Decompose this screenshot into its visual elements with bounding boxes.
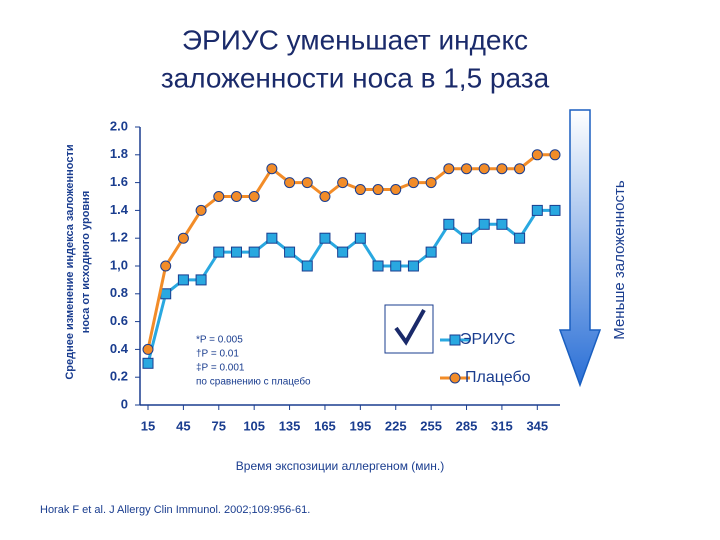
legend-label: Плацебо bbox=[465, 369, 531, 386]
source: Horak F et al. J Allergy Clin Immunol. 2… bbox=[40, 504, 310, 516]
marker bbox=[337, 246, 349, 258]
marker bbox=[213, 191, 225, 202]
marker bbox=[160, 260, 172, 272]
marker bbox=[549, 204, 561, 216]
annotation: ‡P = 0.001 bbox=[196, 363, 245, 374]
marker bbox=[266, 232, 278, 244]
x-tick-label: 225 bbox=[385, 418, 407, 433]
marker bbox=[478, 163, 490, 175]
marker bbox=[284, 246, 296, 258]
marker bbox=[160, 288, 172, 300]
marker bbox=[549, 149, 561, 161]
x-tick-label: 105 bbox=[243, 418, 265, 433]
marker bbox=[319, 232, 331, 244]
y-tick-label: 0.8 bbox=[110, 285, 128, 300]
marker bbox=[461, 163, 473, 175]
marker bbox=[461, 232, 473, 244]
marker bbox=[425, 177, 437, 189]
marker bbox=[531, 149, 543, 161]
check-mark bbox=[394, 309, 426, 346]
y-axis-label: Среднее изменение индекса заложенности bbox=[64, 144, 76, 379]
x-tick-label: 315 bbox=[491, 418, 513, 433]
marker bbox=[354, 232, 366, 244]
marker bbox=[213, 246, 225, 258]
marker bbox=[354, 184, 366, 196]
marker bbox=[248, 246, 260, 258]
marker bbox=[142, 357, 154, 369]
y-tick-label: 0.4 bbox=[110, 341, 129, 356]
marker bbox=[443, 218, 455, 230]
marker bbox=[266, 163, 278, 175]
marker bbox=[284, 177, 296, 189]
marker bbox=[142, 343, 154, 355]
marker bbox=[443, 163, 455, 175]
marker bbox=[514, 163, 526, 175]
y-tick-label: 1.6 bbox=[110, 174, 128, 189]
marker bbox=[514, 232, 526, 244]
legend-label: ЭРИУС bbox=[460, 331, 515, 348]
marker bbox=[177, 232, 189, 244]
y-tick-label: 0 bbox=[121, 396, 128, 411]
x-tick-label: 345 bbox=[526, 418, 548, 433]
marker bbox=[407, 260, 419, 272]
y-tick-label: 1.8 bbox=[110, 146, 128, 161]
chart-title: заложенности носа в 1,5 раза bbox=[161, 62, 550, 93]
marker bbox=[407, 177, 419, 189]
chart-title: ЭРИУС уменьшает индекс bbox=[182, 24, 528, 55]
x-tick-label: 165 bbox=[314, 418, 336, 433]
annotation: *P = 0.005 bbox=[196, 335, 243, 346]
marker bbox=[319, 191, 331, 202]
side-label: Меньше заложенность bbox=[611, 180, 628, 340]
marker bbox=[372, 260, 384, 272]
x-tick-label: 75 bbox=[212, 418, 226, 433]
y-tick-label: 1.4 bbox=[110, 202, 129, 217]
marker bbox=[531, 204, 543, 216]
arrow bbox=[558, 109, 602, 388]
marker bbox=[390, 260, 402, 272]
y-tick-label: 0.6 bbox=[110, 313, 128, 328]
x-axis-label: Время экспозиции аллергеном (мин.) bbox=[236, 459, 444, 473]
x-tick-label: 45 bbox=[176, 418, 190, 433]
marker bbox=[425, 246, 437, 258]
marker bbox=[372, 184, 384, 196]
series-line bbox=[146, 153, 555, 350]
marker bbox=[301, 260, 313, 272]
marker bbox=[248, 191, 260, 202]
marker bbox=[230, 246, 242, 258]
marker bbox=[195, 204, 207, 216]
annotation: †P = 0.01 bbox=[196, 349, 239, 360]
marker bbox=[337, 177, 349, 189]
marker bbox=[478, 218, 490, 230]
legend-marker bbox=[449, 372, 461, 384]
legend-marker bbox=[449, 334, 461, 346]
marker bbox=[496, 218, 508, 230]
marker bbox=[230, 191, 242, 202]
x-tick-label: 15 bbox=[141, 418, 155, 433]
x-tick-label: 195 bbox=[349, 418, 371, 433]
x-tick-label: 255 bbox=[420, 418, 442, 433]
marker bbox=[390, 184, 402, 196]
annotation: по сравнению с плацебо bbox=[196, 376, 311, 388]
marker bbox=[496, 163, 508, 175]
y-axis-label: носа от исходного уровня bbox=[80, 191, 92, 333]
y-tick-label: 2.0 bbox=[110, 118, 128, 133]
x-tick-label: 135 bbox=[279, 418, 301, 433]
y-tick-label: 1,0 bbox=[110, 257, 128, 272]
check-box bbox=[384, 304, 434, 354]
marker bbox=[195, 274, 207, 286]
marker bbox=[301, 177, 313, 189]
marker bbox=[177, 274, 189, 286]
x-tick-label: 285 bbox=[456, 418, 478, 433]
y-tick-label: 1.2 bbox=[110, 230, 128, 245]
y-tick-label: 0.2 bbox=[110, 369, 128, 384]
